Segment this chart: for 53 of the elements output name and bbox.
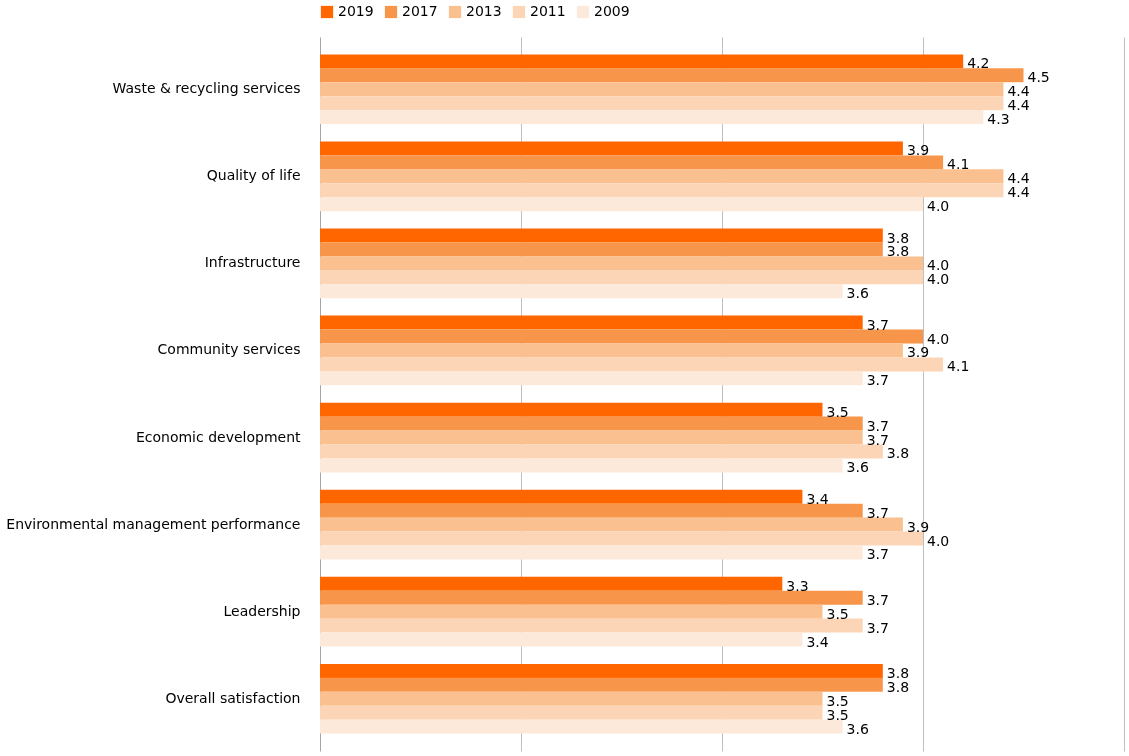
data-label: 3.7 — [866, 591, 889, 608]
y-tick-label: Community services — [157, 341, 301, 358]
data-label: 3.6 — [846, 285, 869, 302]
y-tick-label: Economic development — [135, 428, 302, 445]
data-label: 3.5 — [826, 403, 849, 420]
data-label: 4.0 — [927, 257, 950, 274]
data-label: 3.5 — [826, 605, 849, 622]
data-label: 3.8 — [886, 243, 910, 260]
legend-label: 2019 — [338, 3, 374, 19]
data-label: 3.9 — [906, 344, 930, 361]
data-label: 3.4 — [806, 490, 829, 507]
legend-label: 2013 — [466, 3, 502, 19]
data-label: 4.1 — [947, 156, 970, 173]
data-label: 4.0 — [927, 198, 950, 215]
data-label: 4.0 — [927, 330, 950, 347]
y-tick-label: Leadership — [223, 602, 301, 619]
data-label: 4.2 — [967, 55, 990, 72]
data-label: 3.7 — [866, 504, 889, 521]
data-label: 4.4 — [1007, 83, 1030, 100]
data-label: 4.5 — [1027, 69, 1050, 86]
data-label: 3.9 — [906, 518, 930, 535]
data-label: 4.1 — [947, 358, 970, 375]
data-label: 3.8 — [886, 678, 910, 695]
legend-label: 2017 — [402, 3, 438, 19]
data-label: 3.6 — [846, 459, 869, 476]
data-label: 3.7 — [866, 417, 889, 434]
data-label: 3.9 — [906, 142, 930, 159]
y-tick-label: Environmental management performance — [6, 515, 301, 532]
data-label: 3.4 — [806, 633, 829, 650]
data-label: 3.5 — [826, 692, 849, 709]
data-label: 4.0 — [927, 532, 950, 549]
data-label: 3.7 — [866, 372, 889, 389]
data-label: 3.8 — [886, 664, 910, 681]
data-label: 3.8 — [886, 229, 910, 246]
data-label: 4.3 — [987, 111, 1010, 128]
y-tick-label: Waste & recycling services — [112, 80, 301, 97]
data-label: 4.0 — [927, 271, 950, 288]
y-tick-label: Infrastructure — [204, 254, 301, 271]
data-label: 3.7 — [866, 619, 889, 636]
data-label: 4.4 — [1007, 184, 1030, 201]
data-label: 3.7 — [866, 546, 889, 563]
data-label: 3.7 — [866, 316, 889, 333]
data-label: 3.3 — [786, 577, 809, 594]
legend-label: 2011 — [530, 3, 566, 19]
legend-label: 2009 — [594, 3, 630, 19]
data-label: 4.4 — [1007, 97, 1030, 114]
data-label: 3.6 — [846, 720, 869, 737]
data-label: 3.7 — [866, 431, 889, 448]
data-label: 3.8 — [886, 445, 910, 462]
data-label: 4.4 — [1007, 170, 1030, 187]
y-tick-label: Overall satisfaction — [165, 689, 301, 706]
y-tick-label: Quality of life — [206, 167, 301, 184]
data-label: 3.5 — [826, 706, 849, 723]
